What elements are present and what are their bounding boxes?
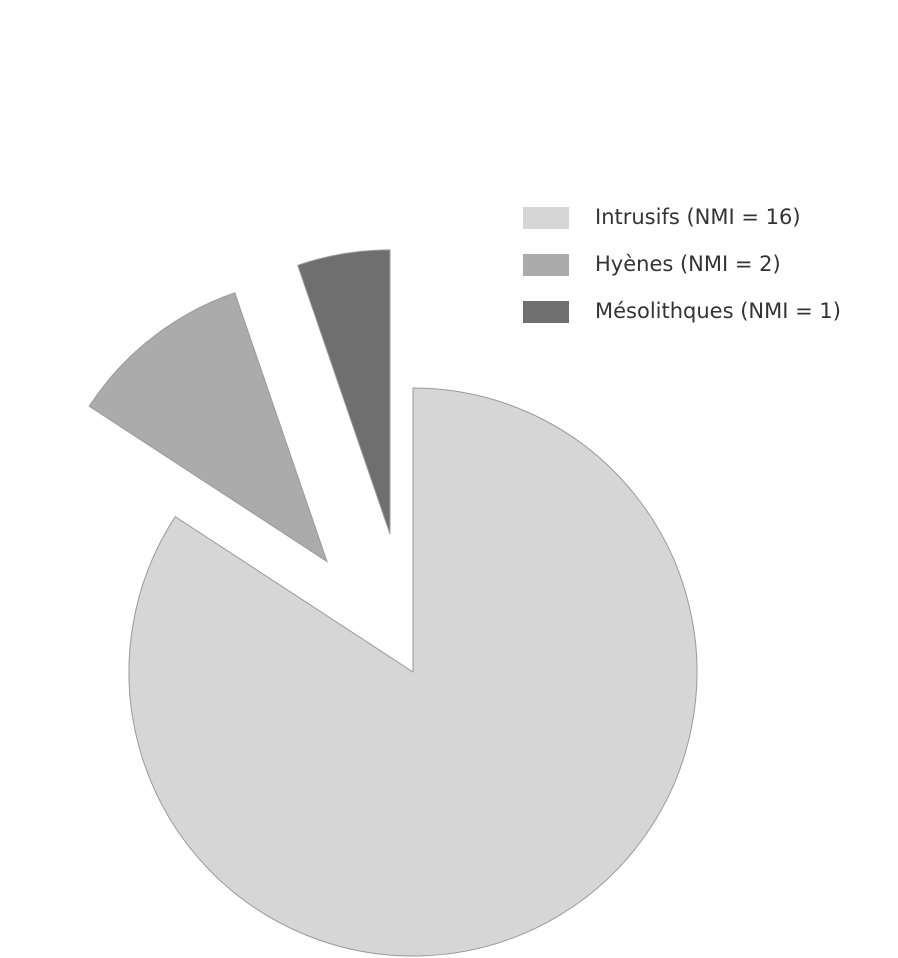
pie-slice: [88, 292, 328, 563]
legend-swatch: [523, 254, 569, 276]
legend: Intrusifs (NMI = 16) Hyènes (NMI = 2) Méso…: [523, 205, 841, 323]
pie: [88, 249, 698, 957]
legend-swatch: [523, 301, 569, 323]
legend-swatch: [523, 207, 569, 229]
legend-label: Hyènes (NMI = 2): [595, 252, 781, 276]
pie-slice: [128, 387, 698, 957]
pie-slice: [297, 249, 391, 535]
legend-label: Intrusifs (NMI = 16): [595, 205, 801, 229]
legend-label: Mésolithques (NMI = 1): [595, 299, 841, 323]
